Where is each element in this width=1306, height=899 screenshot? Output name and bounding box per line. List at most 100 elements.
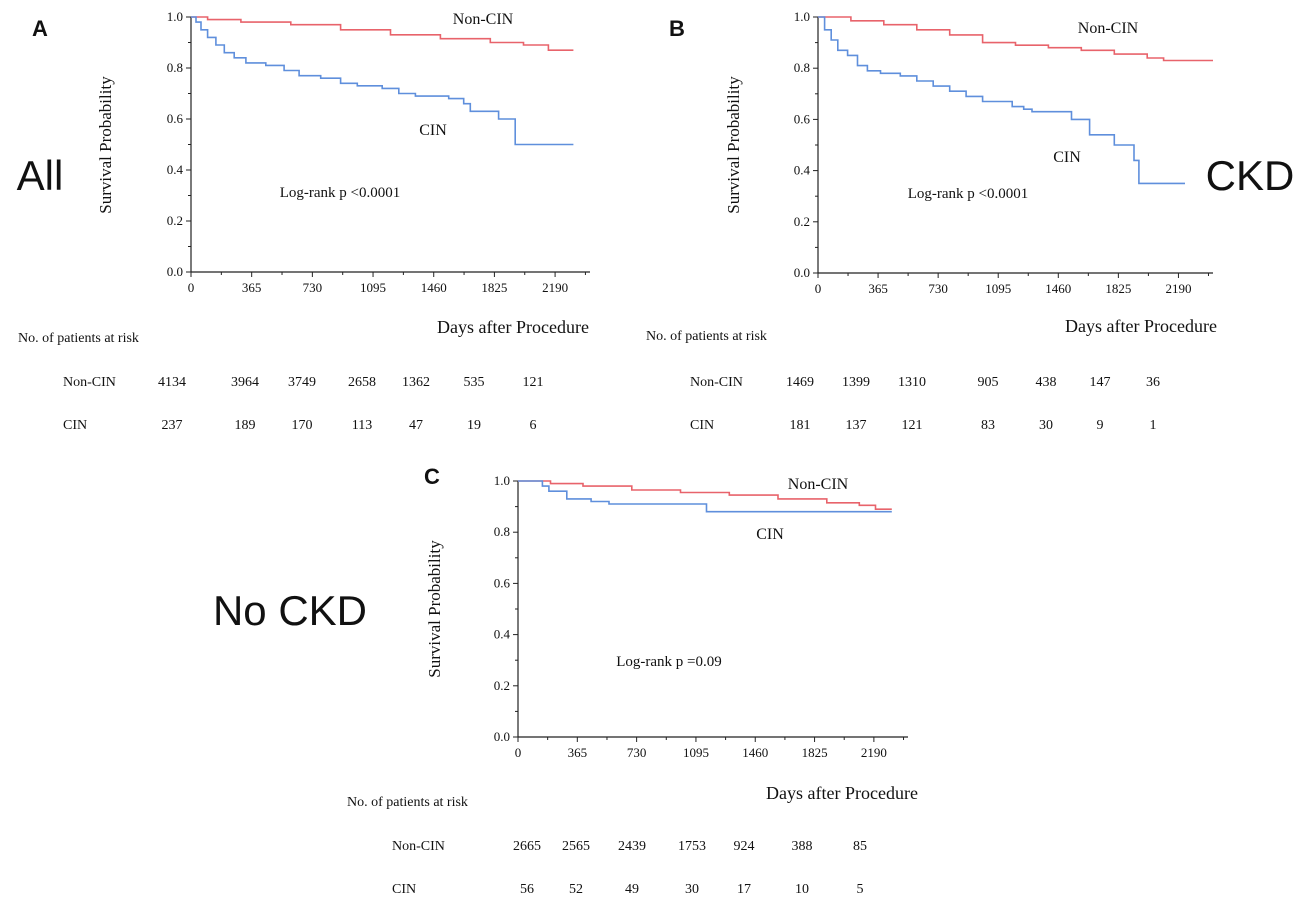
x-tick-label: 2190 [1165,281,1191,296]
risk-row-label: CIN [690,418,714,433]
panel-letter: A [32,16,48,41]
x-tick-label: 730 [928,281,948,296]
y-tick-label: 0.4 [167,162,184,177]
log-rank-annotation: Log-rank p =0.09 [616,654,722,670]
risk-value: 56 [520,882,534,897]
risk-table-title: No. of patients at risk [18,331,139,346]
risk-value: 85 [853,839,867,854]
x-tick-label: 2190 [861,745,887,760]
series-line-cin [191,16,574,146]
series-label-non-cin: Non-CIN [453,11,514,28]
y-tick-label: 0.6 [494,575,511,590]
x-tick-label: 1825 [481,280,507,295]
y-tick-label: 0.0 [167,264,183,279]
risk-value: 47 [409,418,423,433]
risk-row-label: Non-CIN [392,839,445,854]
series-label-cin: CIN [419,122,447,139]
risk-value: 10 [795,882,809,897]
risk-value: 30 [1039,418,1053,433]
x-tick-label: 730 [303,280,323,295]
risk-value: 170 [292,418,313,433]
risk-value: 6 [530,418,537,433]
risk-value: 1399 [842,375,870,390]
x-tick-label: 1095 [985,281,1011,296]
series-line-cin [818,16,1185,185]
x-axis-title: Days after Procedure [437,317,589,337]
risk-value: 36 [1146,375,1160,390]
risk-value: 237 [162,418,183,433]
x-tick-label: 1460 [421,280,447,295]
risk-value: 49 [625,882,639,897]
y-tick-label: 0.4 [494,627,511,642]
y-tick-label: 0.2 [494,678,510,693]
y-axis-title: Survival Probability [96,76,115,214]
group-label: No CKD [213,587,367,634]
risk-row-label: CIN [392,882,416,897]
y-tick-label: 0.8 [167,60,183,75]
y-axis-title: Survival Probability [724,76,743,214]
risk-value: 1753 [678,839,706,854]
x-tick-label: 2190 [542,280,568,295]
series-label-non-cin: Non-CIN [1078,20,1139,37]
risk-value: 121 [523,375,544,390]
log-rank-annotation: Log-rank p <0.0001 [280,185,401,201]
chart-panel-a: 0.0 0.2 0.4 0.6 0.8 1.0 0 365 730 1095 1460 1825 219… [17,9,590,433]
x-tick-label: 0 [188,280,195,295]
risk-value: 113 [352,418,372,433]
x-tick-label: 0 [515,745,522,760]
risk-value: 1362 [402,375,430,390]
risk-value: 438 [1036,375,1057,390]
y-tick-label: 1.0 [167,9,183,24]
x-axis-title: Days after Procedure [1065,316,1217,336]
y-tick-label: 1.0 [494,473,510,488]
y-tick-label: 0.0 [794,265,810,280]
risk-value: 137 [846,418,867,433]
series-line-non-cin [818,16,1213,62]
risk-value: 2665 [513,839,541,854]
x-tick-label: 1460 [742,745,768,760]
risk-row-label: Non-CIN [690,375,743,390]
risk-value: 121 [902,418,923,433]
log-rank-annotation: Log-rank p <0.0001 [908,186,1029,202]
risk-value: 5 [857,882,864,897]
risk-table-title: No. of patients at risk [347,795,468,810]
risk-value: 147 [1090,375,1111,390]
x-tick-label: 1825 [802,745,828,760]
risk-value: 19 [467,418,481,433]
y-tick-label: 0.2 [794,214,810,229]
y-tick-label: 0.8 [494,524,510,539]
risk-row-label: CIN [63,418,87,433]
risk-row-label: Non-CIN [63,375,116,390]
risk-value: 1 [1150,418,1157,433]
risk-value: 2658 [348,375,376,390]
x-tick-label: 1095 [360,280,386,295]
y-tick-label: 0.0 [494,729,510,744]
y-tick-label: 0.4 [794,163,811,178]
series-line-cin [518,480,892,513]
risk-value: 388 [792,839,813,854]
series-label-cin: CIN [756,526,784,543]
risk-value: 1310 [898,375,926,390]
x-tick-label: 0 [815,281,822,296]
risk-value: 189 [235,418,256,433]
risk-value: 2565 [562,839,590,854]
panel-letter: B [669,16,685,41]
risk-value: 905 [978,375,999,390]
chart-panel-c: 0.0 0.2 0.4 0.6 0.8 1.0 0 365 730 1095 1460 1825 219… [213,464,918,897]
risk-value: 9 [1097,418,1104,433]
x-tick-label: 365 [868,281,888,296]
x-tick-label: 730 [627,745,647,760]
x-tick-label: 1095 [683,745,709,760]
y-tick-label: 0.8 [794,60,810,75]
risk-value: 30 [685,882,699,897]
x-tick-label: 365 [242,280,262,295]
panel-letter: C [424,464,440,489]
risk-value: 4134 [158,375,186,390]
series-line-non-cin [191,16,574,51]
risk-value: 52 [569,882,583,897]
y-tick-label: 1.0 [794,9,810,24]
chart-panel-b: 0.0 0.2 0.4 0.6 0.8 1.0 0 365 730 1095 1460 1825 219… [646,9,1294,433]
group-label: CKD [1206,152,1295,199]
x-tick-label: 365 [568,745,588,760]
